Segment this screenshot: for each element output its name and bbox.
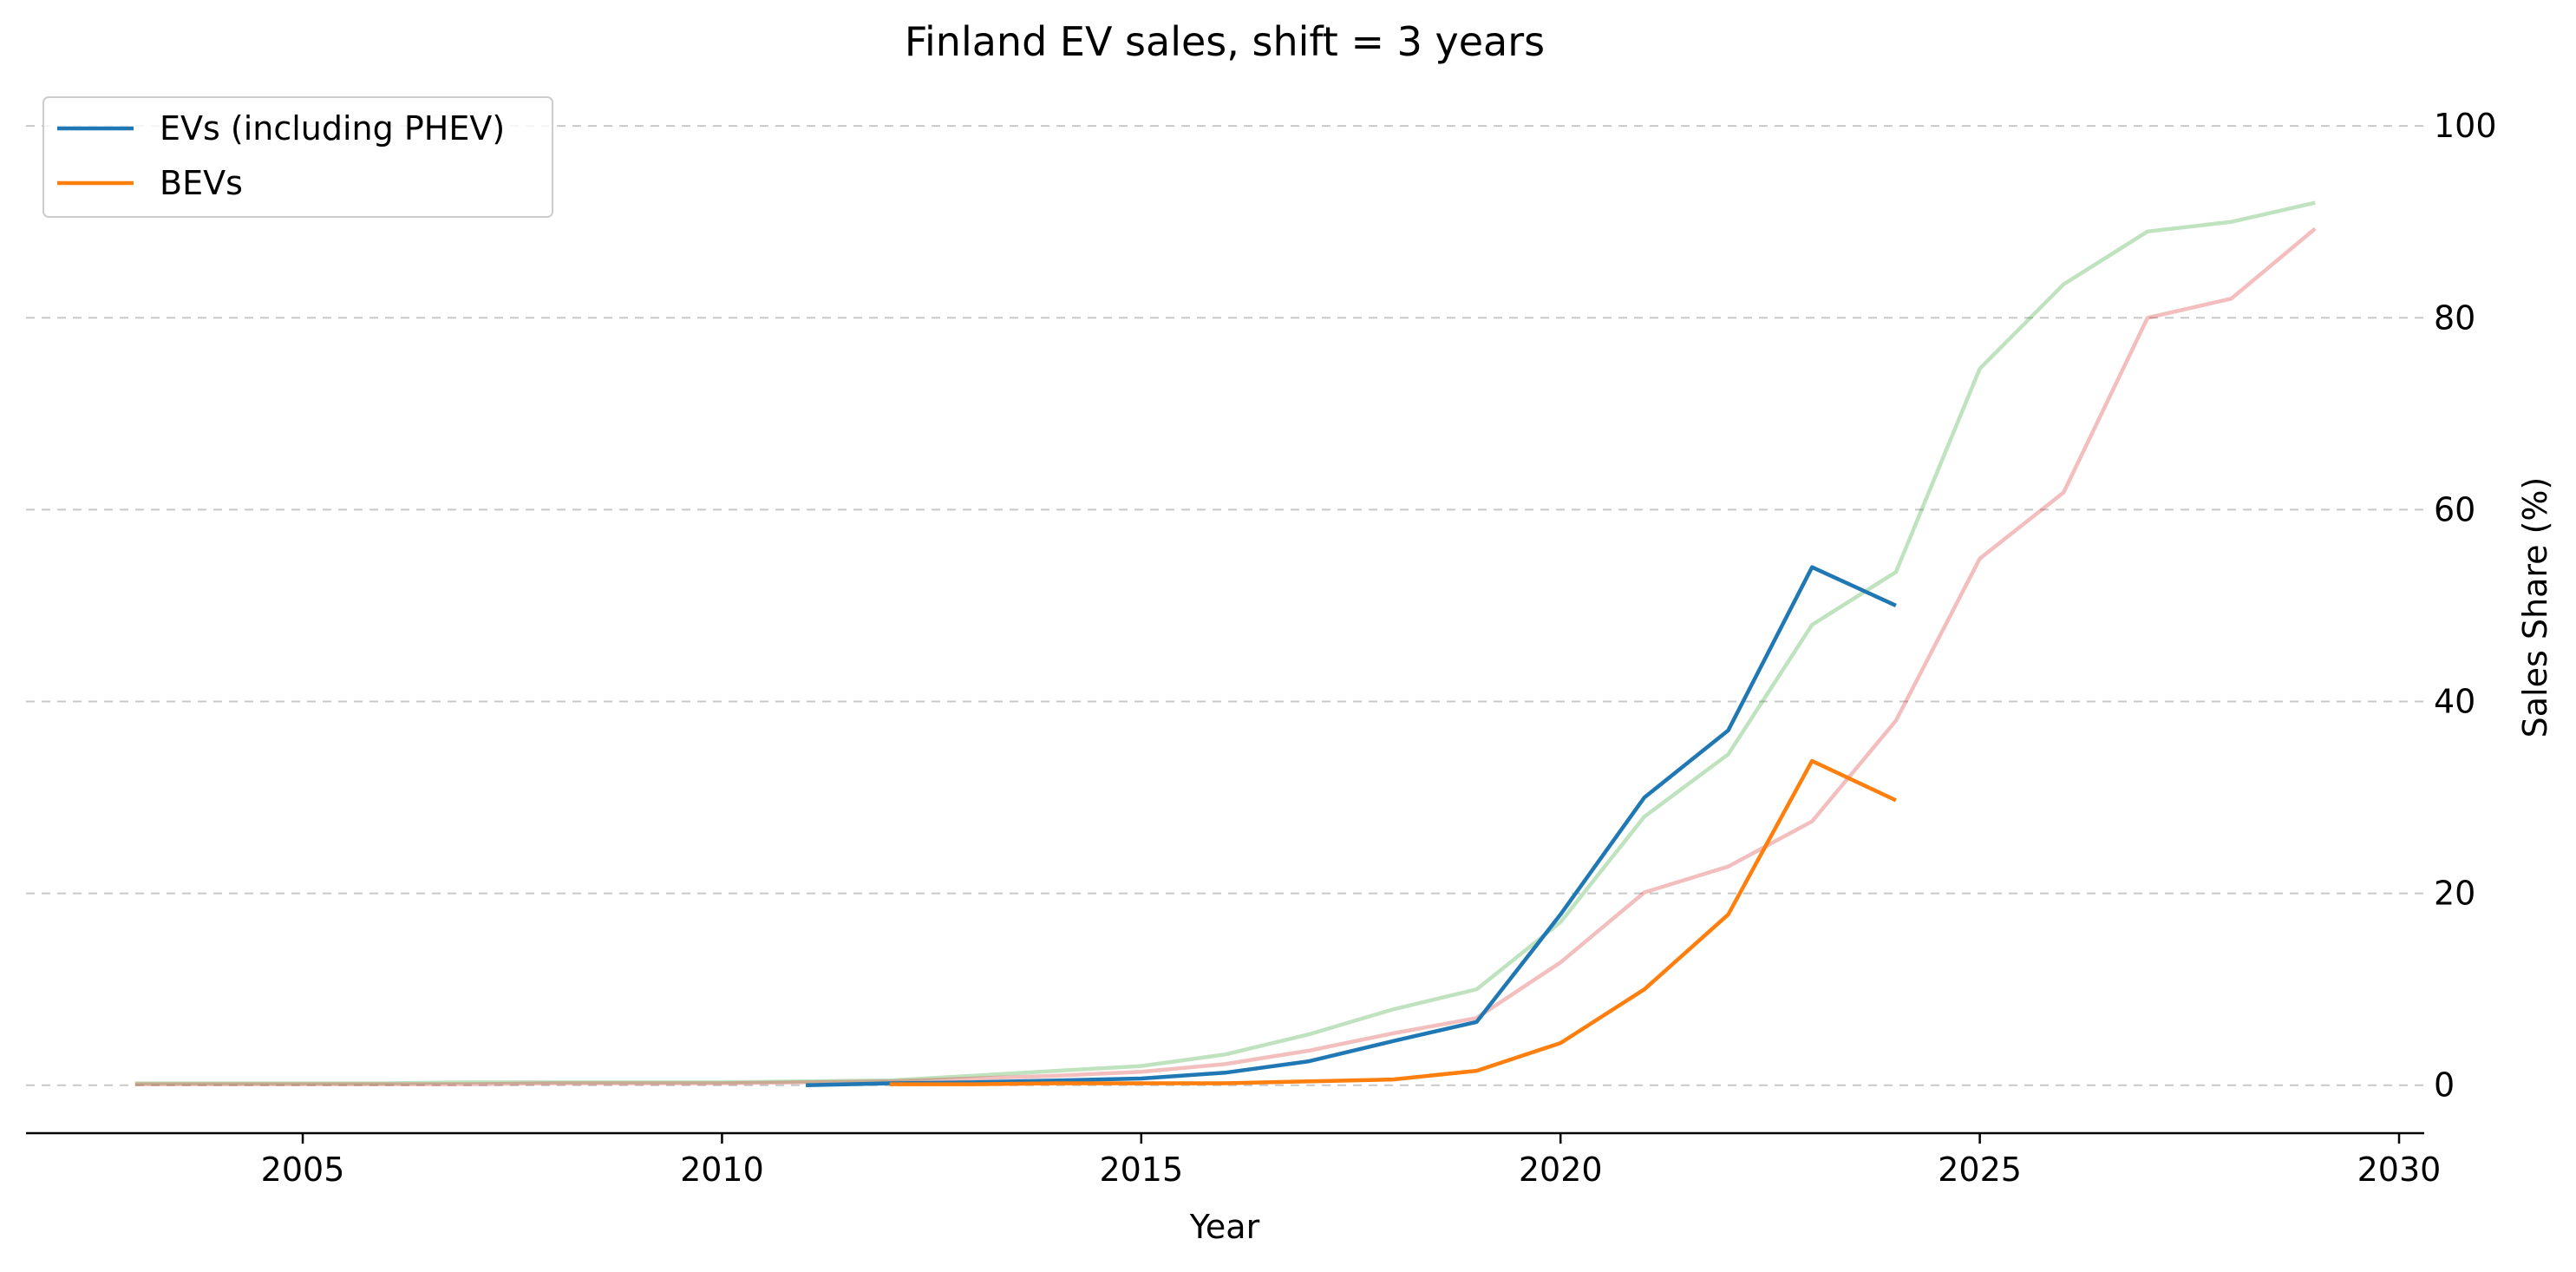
legend-label-bevs: BEVs bbox=[160, 164, 243, 202]
x-tick-label-2015: 2015 bbox=[1099, 1151, 1183, 1189]
x-tick-label-2030: 2030 bbox=[2357, 1151, 2442, 1189]
x-axis-ticks: 2005 2010 2015 2020 2025 2030 bbox=[261, 1133, 2442, 1189]
chart-title: Finland EV sales, shift = 3 years bbox=[905, 18, 1545, 65]
y-tick-label-100: 100 bbox=[2434, 107, 2497, 145]
series-line-0 bbox=[806, 565, 1897, 1087]
x-tick-label-2005: 2005 bbox=[261, 1151, 345, 1189]
y-tick-label-20: 20 bbox=[2434, 875, 2475, 913]
series-line-3 bbox=[134, 226, 2317, 1086]
series-line-1 bbox=[889, 758, 1897, 1086]
x-tick-label-2025: 2025 bbox=[1938, 1151, 2022, 1189]
grid-lines bbox=[26, 125, 2424, 1086]
legend-box bbox=[42, 96, 553, 218]
y-tick-label-0: 0 bbox=[2434, 1066, 2455, 1105]
x-tick-label-2020: 2020 bbox=[1519, 1151, 1603, 1189]
series-layer bbox=[134, 200, 2317, 1087]
y-axis-label: Sales Share (%) bbox=[2516, 477, 2554, 738]
x-axis-label: Year bbox=[1189, 1208, 1260, 1246]
legend-label-evs: EVs (including PHEV) bbox=[160, 109, 505, 148]
y-axis-ticks: 0 20 40 60 80 100 bbox=[2434, 107, 2497, 1105]
x-tick-label-2010: 2010 bbox=[680, 1151, 764, 1189]
y-tick-label-40: 40 bbox=[2434, 683, 2475, 721]
y-tick-label-60: 60 bbox=[2434, 490, 2475, 528]
y-tick-label-80: 80 bbox=[2434, 298, 2475, 337]
series-line-2 bbox=[134, 200, 2316, 1085]
legend: EVs (including PHEV) BEVs bbox=[42, 96, 553, 218]
